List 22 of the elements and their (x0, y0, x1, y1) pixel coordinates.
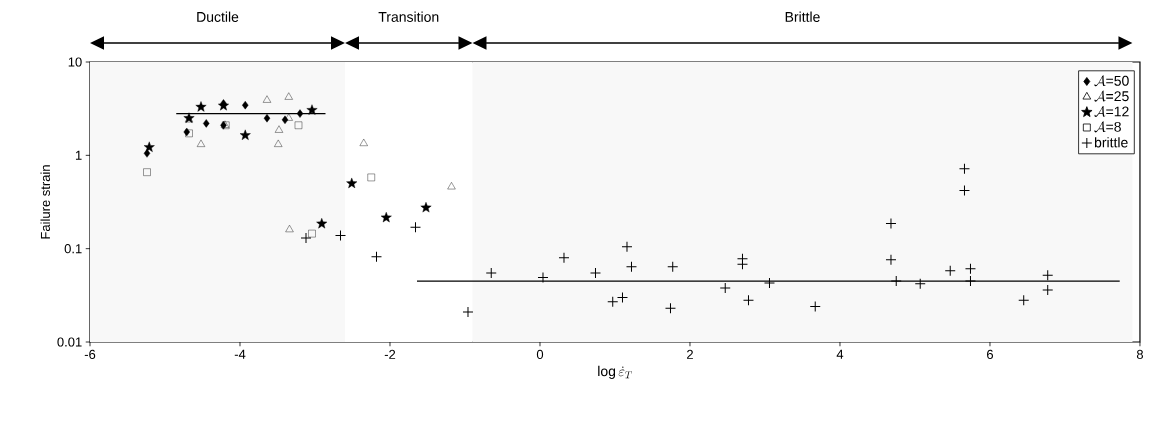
x-tick-label: 6 (987, 349, 994, 359)
legend-label: $\mathcal{A}\textrm{=50}$ (1094, 75, 1129, 87)
band-label: Transition (378, 11, 439, 22)
legend-label: $\mathcal{A}\textrm{=12}$ (1094, 105, 1129, 118)
y-tick-label: 1 (75, 150, 82, 160)
x-tick-label: 2 (687, 349, 693, 359)
band-label: Ductile (197, 11, 239, 22)
legend-label: $\textrm{brittle}$ (1094, 137, 1128, 148)
legend-label: $\mathcal{A}\textrm{=8}$ (1094, 121, 1121, 133)
legend-label: $\mathcal{A}\textrm{=25}$ (1094, 90, 1129, 102)
x-tick-label: -6 (84, 349, 96, 359)
x-tick-label: -4 (234, 349, 246, 359)
y-axis-title: Failure strain (40, 165, 51, 239)
y-tick-label: 0.01 (57, 337, 82, 347)
x-tick-label: 0 (536, 349, 544, 359)
x-tick-label: -2 (384, 349, 396, 359)
x-axis-title: $\log\dot{\varepsilon}_{T}$ (598, 365, 632, 379)
y-tick-label: 10 (68, 57, 82, 67)
y-tick-label: 0.1 (64, 244, 82, 254)
band-label: Brittle (785, 11, 820, 22)
x-tick-label: 4 (836, 349, 844, 359)
x-tick-label: 8 (1136, 349, 1144, 359)
